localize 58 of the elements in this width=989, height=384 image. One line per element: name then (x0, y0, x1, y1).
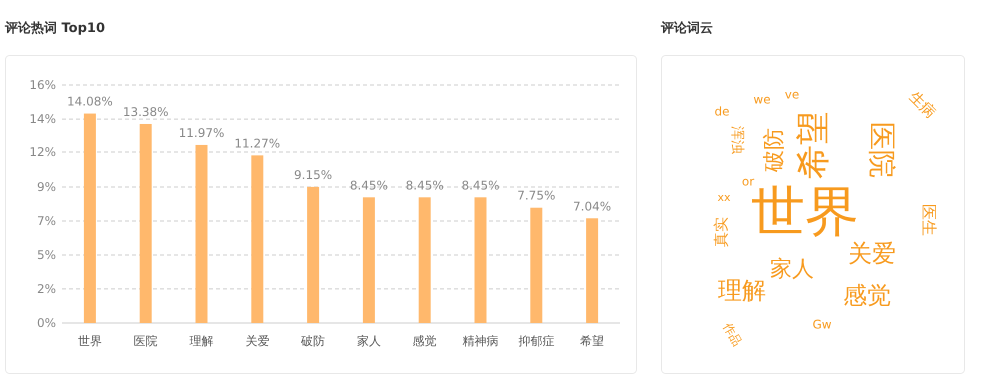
text: 希望 (793, 111, 834, 179)
text: 真实 (712, 217, 730, 247)
text: Gw (812, 317, 832, 332)
bar (196, 144, 208, 323)
text: 理解 (718, 276, 766, 305)
text: xx (717, 191, 731, 204)
text: ve (784, 87, 800, 102)
y-tick-label: 0% (36, 316, 56, 330)
bar (418, 197, 431, 323)
x-tick-label: 理解 (190, 334, 214, 348)
text: 生病 (906, 87, 940, 122)
bar (362, 197, 375, 323)
y-tick-label: 12% (29, 144, 56, 159)
data-label: 7.75% (517, 188, 556, 203)
text: 医生 (920, 204, 939, 236)
bar (140, 124, 152, 323)
text: 感觉 (843, 282, 891, 310)
data-label: 13.38% (122, 104, 169, 119)
data-label: 8.45% (350, 178, 388, 192)
text: we (753, 92, 771, 106)
x-tick-label: 家人 (356, 334, 381, 348)
data-label: 9.15% (294, 168, 332, 182)
data-label: 14.08% (67, 94, 113, 109)
x-tick-label: 医院 (134, 334, 158, 348)
y-tick-label: 5% (36, 248, 56, 262)
text: 评论词云 (660, 21, 713, 36)
data-label: 7.04% (573, 199, 612, 214)
y-tick-label: 9% (36, 180, 56, 194)
text: de (714, 104, 730, 118)
data-label: 8.45% (406, 178, 444, 192)
x-tick-label: 关爱 (245, 334, 270, 348)
bar (586, 218, 598, 323)
y-tick-label: 2% (36, 282, 56, 296)
x-tick-label: 感觉 (412, 334, 437, 348)
bar (307, 186, 320, 323)
text: 医院 (865, 122, 898, 178)
text: 浑浊 (729, 126, 746, 154)
text: or (742, 174, 754, 188)
text: 破防 (762, 128, 788, 173)
x-tick-label: 破防 (300, 334, 326, 348)
chart-title: 评论热词 Top10 (4, 21, 105, 36)
y-tick-label: 7% (36, 214, 56, 228)
bar (84, 114, 96, 323)
y-tick-label: 16% (29, 78, 56, 92)
bar (251, 155, 264, 323)
x-tick-label: 抑郁症 (518, 334, 554, 348)
x-tick-label: 精神病 (462, 334, 498, 348)
x-tick-label: 世界 (78, 334, 102, 348)
y-tick-label: 14% (29, 112, 56, 126)
text: 关爱 (848, 240, 896, 268)
text: 家人 (770, 257, 814, 282)
data-label: 11.97% (178, 126, 224, 140)
bar (474, 197, 486, 323)
data-label: 11.27% (234, 136, 280, 150)
x-tick-label: 希望 (580, 334, 604, 348)
bar (530, 208, 542, 323)
text: 作品 (720, 320, 745, 349)
data-label: 8.45% (461, 178, 500, 192)
